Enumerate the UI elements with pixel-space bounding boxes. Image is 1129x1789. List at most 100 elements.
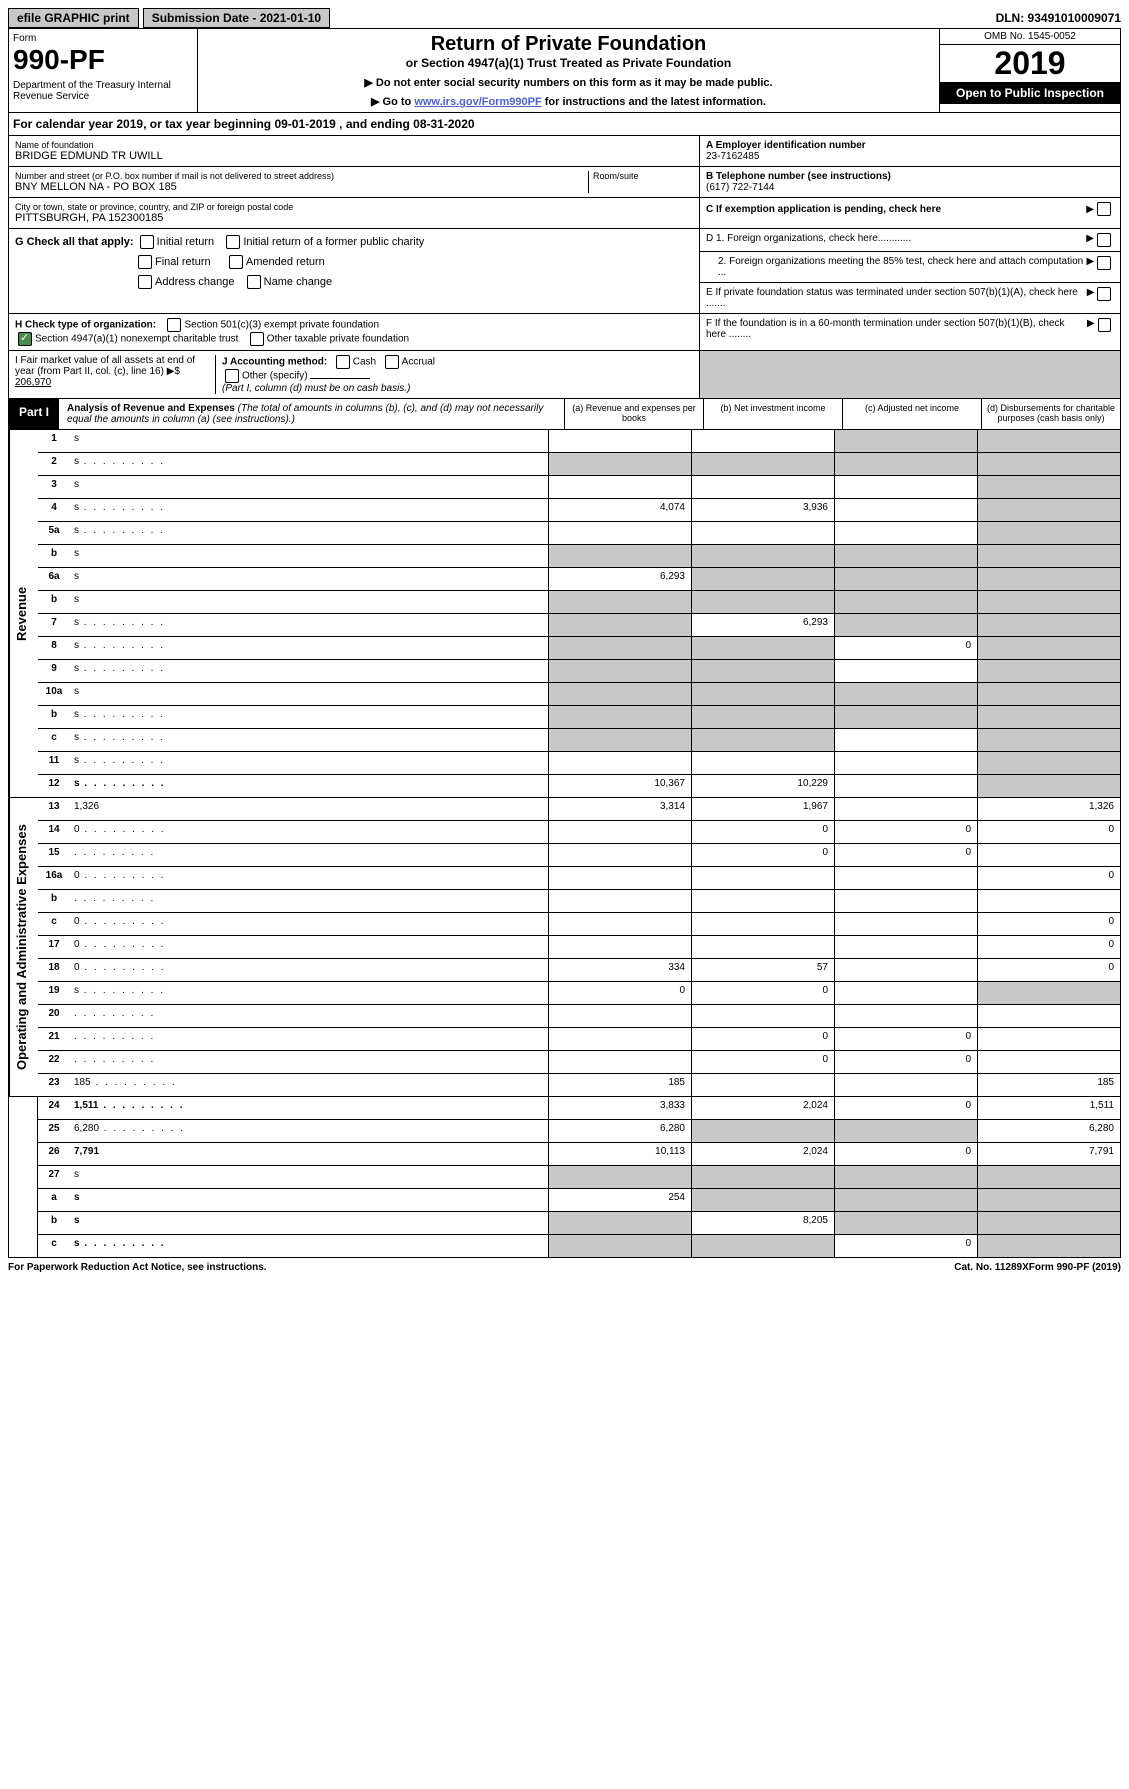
- cell-b: [691, 706, 834, 728]
- cell-c: [834, 476, 977, 498]
- h-label: H Check type of organization:: [15, 320, 156, 331]
- cell-d: [977, 729, 1120, 751]
- cell-d: 185: [977, 1074, 1120, 1096]
- cell-c: [834, 591, 977, 613]
- row-description: s: [70, 775, 548, 797]
- phone-value: (617) 722-7144: [706, 182, 1114, 193]
- cell-d: 0: [977, 913, 1120, 935]
- header-left: Form 990-PF Department of the Treasury I…: [9, 29, 198, 112]
- cell-d: [977, 1189, 1120, 1211]
- cell-c: 0: [834, 1235, 977, 1257]
- h-4947-check[interactable]: [18, 332, 32, 346]
- cell-c: 0: [834, 1143, 977, 1165]
- expenses-table: Operating and Administrative Expenses 13…: [8, 798, 1121, 1097]
- table-row: b: [38, 890, 1120, 913]
- initial-return-check[interactable]: [140, 235, 154, 249]
- form-link[interactable]: www.irs.gov/Form990PF: [414, 96, 541, 108]
- cell-a: [548, 614, 691, 636]
- arrow-icon: ▶: [1087, 256, 1095, 278]
- cell-c: [834, 936, 977, 958]
- h-other-check[interactable]: [250, 332, 264, 346]
- j-note: (Part I, column (d) must be on cash basi…: [222, 383, 693, 394]
- h-501c3-check[interactable]: [167, 318, 181, 332]
- arrow-icon: ▶: [1086, 204, 1094, 215]
- row-description: [70, 1028, 548, 1050]
- row-number: b: [38, 890, 70, 912]
- row-description: s: [70, 729, 548, 751]
- efile-button[interactable]: efile GRAPHIC print: [8, 8, 139, 28]
- table-row: bs: [38, 706, 1120, 729]
- row-description: 0: [70, 821, 548, 843]
- cell-c: [834, 568, 977, 590]
- h-opt1: Section 501(c)(3) exempt private foundat…: [184, 320, 379, 331]
- row-number: b: [38, 545, 70, 567]
- page-footer: For Paperwork Reduction Act Notice, see …: [8, 1258, 1121, 1277]
- cell-b: 8,205: [691, 1212, 834, 1234]
- row-number: c: [38, 729, 70, 751]
- table-row: 9s: [38, 660, 1120, 683]
- final-return-check[interactable]: [138, 255, 152, 269]
- exempt-checkbox[interactable]: [1097, 202, 1111, 216]
- j-other-check[interactable]: [225, 369, 239, 383]
- cell-c: [834, 499, 977, 521]
- cell-b: 3,936: [691, 499, 834, 521]
- name-change-check[interactable]: [247, 275, 261, 289]
- cell-b: [691, 1235, 834, 1257]
- cell-d: [977, 453, 1120, 475]
- cell-b: [691, 913, 834, 935]
- row-description: 7,791: [70, 1143, 548, 1165]
- cell-a: 3,314: [548, 798, 691, 820]
- cell-a: [548, 844, 691, 866]
- cell-c: 0: [834, 637, 977, 659]
- header-right: OMB No. 1545-0052 2019 Open to Public In…: [939, 29, 1120, 112]
- footer-form: Form 990-PF (2019): [1029, 1262, 1121, 1273]
- f-checkbox[interactable]: [1098, 318, 1111, 332]
- j-cash-check[interactable]: [336, 355, 350, 369]
- table-row: 2s: [38, 453, 1120, 476]
- phone-label: B Telephone number (see instructions): [706, 171, 1114, 182]
- cell-c: [834, 614, 977, 636]
- part1-desc: Analysis of Revenue and Expenses (The to…: [59, 399, 564, 429]
- g-opt-2: Final return: [155, 256, 211, 268]
- cell-d: [977, 844, 1120, 866]
- j-other-field[interactable]: [310, 378, 370, 379]
- row-number: 5a: [38, 522, 70, 544]
- cell-c: 0: [834, 821, 977, 843]
- form-subtitle: or Section 4947(a)(1) Trust Treated as P…: [206, 56, 931, 70]
- row-description: s: [70, 545, 548, 567]
- cell-c: [834, 1166, 977, 1188]
- j-accrual-check[interactable]: [385, 355, 399, 369]
- form-note-1: ▶ Do not enter social security numbers o…: [206, 76, 931, 89]
- address-change-check[interactable]: [138, 275, 152, 289]
- note2-post: for instructions and the latest informat…: [542, 96, 766, 108]
- row-number: b: [38, 706, 70, 728]
- row-description: [70, 890, 548, 912]
- cell-d: [977, 752, 1120, 774]
- city-value: PITTSBURGH, PA 152300185: [15, 212, 693, 224]
- ij-section: I Fair market value of all assets at end…: [8, 351, 1121, 399]
- name-label: Name of foundation: [15, 140, 693, 150]
- row-number: 21: [38, 1028, 70, 1050]
- cell-b: 0: [691, 1028, 834, 1050]
- d2-checkbox[interactable]: [1097, 256, 1111, 270]
- cell-d: 0: [977, 936, 1120, 958]
- row-number: 7: [38, 614, 70, 636]
- cell-b: [691, 1074, 834, 1096]
- cell-b: [691, 545, 834, 567]
- row-number: 13: [38, 798, 70, 820]
- part1-header: Part I Analysis of Revenue and Expenses …: [8, 399, 1121, 430]
- d1-label: D 1. Foreign organizations, check here..…: [706, 233, 911, 247]
- cell-b: [691, 430, 834, 452]
- row-description: s: [70, 453, 548, 475]
- initial-public-check[interactable]: [226, 235, 240, 249]
- d1-checkbox[interactable]: [1097, 233, 1111, 247]
- table-row: 7s6,293: [38, 614, 1120, 637]
- amended-return-check[interactable]: [229, 255, 243, 269]
- cell-d: [977, 568, 1120, 590]
- row-number: b: [38, 591, 70, 613]
- row-description: 0: [70, 959, 548, 981]
- cell-a: [548, 1235, 691, 1257]
- open-public-badge: Open to Public Inspection: [940, 82, 1120, 104]
- e-checkbox[interactable]: [1097, 287, 1111, 301]
- cell-b: [691, 936, 834, 958]
